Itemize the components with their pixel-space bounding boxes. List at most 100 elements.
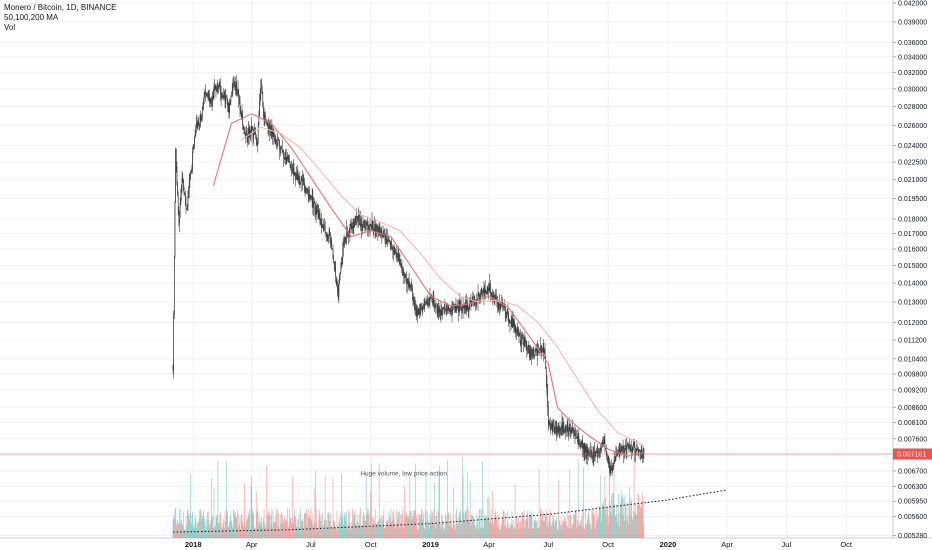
candle-body <box>638 450 640 452</box>
candle-body <box>414 304 416 305</box>
volume-bar <box>581 525 583 538</box>
volume-bar <box>589 523 591 538</box>
candle-body <box>467 308 469 312</box>
candle-body <box>243 126 245 131</box>
candle-body <box>596 451 598 454</box>
x-tick-label: Apr <box>483 540 495 549</box>
volume-bar <box>241 514 243 538</box>
volume-bar <box>535 520 537 538</box>
volume-bar <box>398 511 400 538</box>
candle-body <box>500 304 502 310</box>
candle-body <box>458 307 459 312</box>
candle-body <box>413 301 415 306</box>
candle-body <box>540 348 542 354</box>
volume-trendline[interactable] <box>172 489 728 533</box>
candle-body <box>233 82 235 84</box>
volume-bar <box>508 528 510 538</box>
candle-body <box>572 428 573 432</box>
volume-bar <box>482 461 483 538</box>
volume-bar <box>503 510 504 538</box>
volume-bar <box>215 516 217 538</box>
volume-bar <box>281 511 283 538</box>
volume-bar <box>618 526 620 538</box>
volume-bar <box>181 519 182 538</box>
volume-bar <box>397 519 399 538</box>
candle-body <box>411 286 413 288</box>
candle-body <box>512 317 513 328</box>
volume-bar <box>329 521 331 538</box>
volume-bar <box>549 509 551 538</box>
volume-bar <box>623 498 625 538</box>
volume-bar <box>630 497 632 538</box>
y-tick-label: 0.005950 <box>898 499 927 506</box>
volume-bar <box>334 521 336 538</box>
volume-bar <box>235 518 237 538</box>
candle-body <box>628 445 630 448</box>
candle-body <box>319 214 321 224</box>
volume-bar <box>631 500 632 538</box>
candle-body <box>365 222 367 229</box>
volume-bar <box>607 506 608 538</box>
volume-bar <box>395 528 396 538</box>
volume-bar <box>279 529 281 538</box>
time-axis[interactable]: 2018 Apr Jul Oct 2019 Apr Jul Oct 2020 Apr Jul Oct <box>185 540 853 549</box>
candle-body <box>624 448 626 452</box>
candle-body <box>509 319 511 323</box>
candle-body <box>534 354 535 355</box>
candle-body <box>199 115 201 127</box>
volume-bar <box>441 517 443 538</box>
candle-body <box>175 149 176 202</box>
volume-bar <box>412 515 414 538</box>
volume-bar <box>485 515 487 538</box>
candle-body <box>362 221 364 227</box>
candle-body <box>390 243 392 244</box>
candle-body <box>543 347 545 354</box>
y-tick-label: 0.028000 <box>898 104 927 111</box>
volume-bar <box>481 528 483 538</box>
candle-body <box>294 173 295 176</box>
candle-body <box>533 349 535 354</box>
volume-bar <box>203 510 204 538</box>
candle-body <box>214 84 216 90</box>
volume-bar <box>633 458 635 538</box>
price-axis[interactable]: 0.042000 0.039000 0.036000 0.034000 0.032000… <box>893 1 927 541</box>
candle-body <box>183 187 185 194</box>
candle-body <box>511 320 513 327</box>
candle-body <box>347 232 349 234</box>
studies-label[interactable]: 50,100,200 MA <box>4 13 59 22</box>
candle-body <box>266 123 268 126</box>
y-tick-label: 0.019500 <box>898 196 927 203</box>
candle-body <box>564 429 566 433</box>
candle-body <box>598 452 600 454</box>
volume-bar <box>399 527 401 538</box>
symbol-title[interactable]: Monero / Bitcoin, 1D, BINANCE <box>4 3 117 12</box>
volume-bar <box>462 476 464 538</box>
candle-body <box>386 241 388 243</box>
volume-bar <box>197 522 199 538</box>
candle-body <box>201 117 202 121</box>
volume-bar <box>417 528 419 538</box>
volume-bar <box>564 520 565 538</box>
volume-bar <box>525 520 526 538</box>
volume-label[interactable]: Vol <box>4 23 16 32</box>
volume-bar <box>556 529 558 538</box>
candle-body <box>611 466 613 470</box>
last-price-line[interactable]: 0.007161 <box>0 448 932 460</box>
volume-bar <box>373 517 375 538</box>
candle-body <box>484 286 486 290</box>
candle-body <box>285 152 287 161</box>
volume-bar <box>177 520 178 538</box>
candle-body <box>567 424 569 434</box>
candle-body <box>188 180 190 189</box>
candle-body <box>625 445 627 450</box>
candle-body <box>528 344 530 348</box>
volume-bar <box>629 513 631 538</box>
candle-body <box>491 293 493 297</box>
volume-bar <box>626 502 628 538</box>
volume-bar <box>326 520 327 538</box>
candle-body <box>619 449 621 453</box>
candle-body <box>489 283 491 288</box>
candle-body <box>410 284 412 289</box>
